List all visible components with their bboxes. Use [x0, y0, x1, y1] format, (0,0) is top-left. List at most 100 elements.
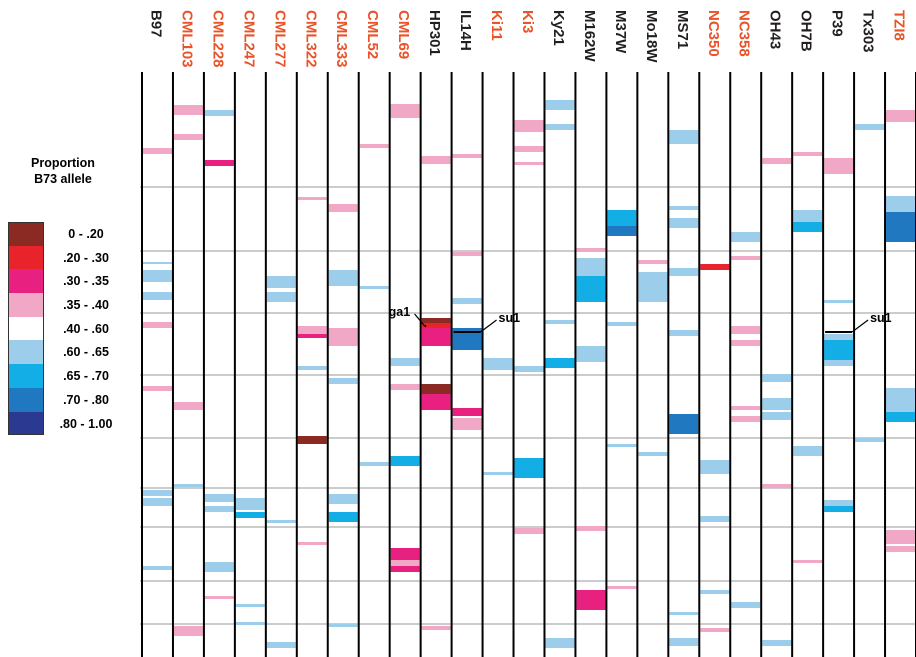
heat-band: [390, 456, 420, 466]
heat-band: [855, 124, 885, 130]
heat-band: [855, 438, 885, 442]
heat-band: [266, 292, 296, 302]
legend-label: .80 - 1.00: [59, 416, 113, 431]
heat-band: [545, 320, 575, 324]
heat-band: [235, 512, 265, 518]
heat-band: [143, 148, 172, 154]
heat-band: [421, 394, 451, 410]
column-label: CML322: [302, 10, 319, 68]
legend-label: .20 - .30: [63, 250, 109, 265]
heat-band: [452, 408, 482, 416]
heat-band: [204, 110, 234, 116]
column-label: CML69: [395, 10, 412, 59]
heat-band: [297, 197, 327, 200]
heat-band: [700, 590, 730, 594]
legend-swatch-border: [8, 222, 44, 436]
heat-band: [328, 512, 358, 522]
heat-band: [700, 628, 730, 632]
heat-band: [266, 276, 296, 288]
heat-band: [669, 612, 699, 615]
legend-swatch: [8, 245, 44, 270]
heat-band: [638, 272, 668, 302]
heat-band: [297, 326, 327, 336]
heat-band: [762, 640, 792, 646]
heat-band: [793, 210, 823, 222]
heat-band: [669, 414, 699, 434]
legend-label: .30 - .35: [63, 274, 109, 289]
heat-band: [421, 626, 451, 630]
heat-band: [514, 528, 544, 534]
heat-band: [452, 298, 482, 304]
column-label: Ki11: [488, 10, 505, 41]
heat-band: [328, 624, 358, 627]
heat-band: [638, 260, 668, 264]
column-label: Tx303: [860, 10, 877, 53]
heat-band: [669, 638, 699, 646]
heat-band: [576, 248, 606, 252]
heat-band: [297, 542, 327, 545]
heat-band: [731, 406, 761, 410]
heat-band: [514, 366, 544, 372]
heat-band: [762, 412, 792, 420]
legend-swatch: [8, 411, 44, 436]
heat-band: [545, 638, 575, 648]
heat-band: [731, 326, 761, 334]
heat-band: [173, 134, 203, 140]
heat-band: [297, 334, 327, 338]
column-label: CML247: [240, 10, 257, 68]
heat-band: [204, 562, 234, 572]
heat-band: [886, 530, 915, 544]
legend-swatch: [8, 364, 44, 388]
heat-band: [204, 160, 234, 166]
heat-band: [762, 484, 792, 488]
heat-band: [824, 300, 854, 303]
heat-band: [359, 286, 389, 289]
heat-band: [762, 158, 792, 164]
heat-band: [669, 330, 699, 336]
heat-band: [514, 458, 544, 478]
heat-band: [328, 270, 358, 286]
legend-swatch: [8, 387, 44, 412]
heat-band: [886, 546, 915, 552]
legend-label: .40 - .60: [63, 321, 109, 336]
column-label: Ky21: [550, 10, 567, 46]
column-label: NC358: [736, 10, 753, 57]
heat-band: [576, 526, 606, 531]
heat-band: [328, 328, 358, 346]
heat-band: [607, 210, 637, 226]
column-label: CML52: [364, 10, 381, 59]
heat-band: [886, 110, 915, 122]
legend-swatch: [8, 269, 44, 294]
heat-band: [204, 596, 234, 599]
column-label: M37W: [612, 10, 629, 54]
heat-band: [886, 212, 915, 242]
heat-band: [824, 506, 854, 512]
legend-swatch: [8, 340, 44, 365]
heat-band: [545, 100, 575, 110]
heat-band: [700, 516, 730, 522]
marker-leader: [414, 313, 426, 327]
heat-band: [143, 322, 172, 328]
heat-band: [452, 328, 482, 350]
heat-band: [669, 268, 699, 276]
heat-band: [824, 158, 854, 174]
marker-leader: [851, 319, 869, 333]
column-label: P39: [829, 10, 846, 37]
heat-band: [731, 602, 761, 608]
heat-band: [143, 292, 172, 300]
heat-band: [421, 384, 451, 394]
heat-band: [669, 218, 699, 228]
heat-band: [421, 328, 451, 346]
gene-marker-label: su1: [870, 311, 892, 325]
heat-band: [328, 494, 358, 504]
heat-band: [204, 494, 234, 502]
heat-band: [762, 398, 792, 410]
heat-band: [173, 626, 203, 636]
heat-band: [545, 124, 575, 130]
heat-band: [143, 386, 172, 391]
heat-band: [143, 490, 172, 496]
heat-band: [607, 586, 637, 589]
heat-band: [886, 388, 915, 414]
heat-band: [452, 418, 482, 430]
heat-band: [266, 642, 296, 648]
